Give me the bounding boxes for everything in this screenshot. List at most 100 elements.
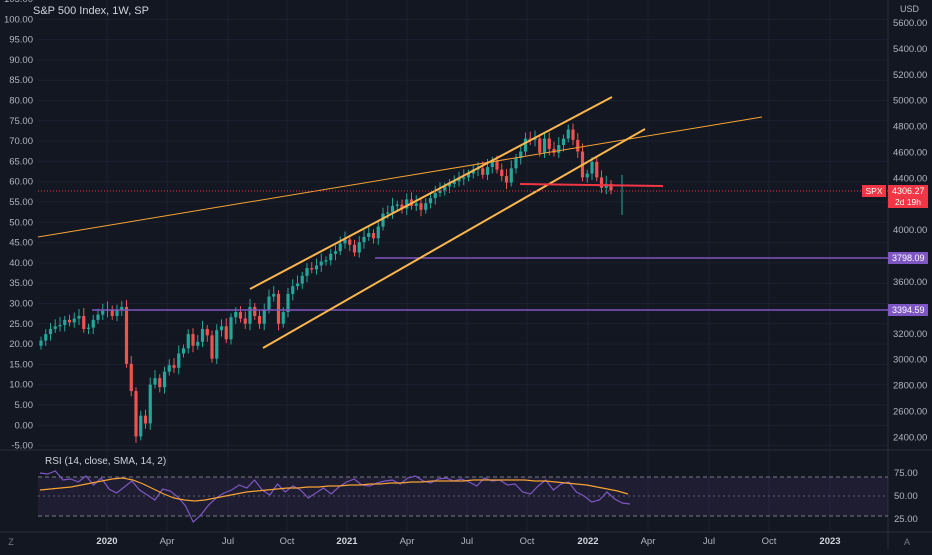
price-axis-tick: 4600.00	[893, 148, 927, 159]
candle-body	[267, 296, 271, 310]
left-axis-tick: 105.00	[4, 0, 33, 5]
rsi-title[interactable]: RSI (14, close, SMA, 14, 2)	[45, 456, 167, 467]
time-axis-tick: Jul	[703, 536, 715, 547]
candle-body	[438, 190, 442, 193]
candle-body	[153, 378, 157, 385]
left-axis-tick: 85.00	[9, 75, 33, 86]
left-axis-tick: 55.00	[9, 197, 33, 208]
candle-body	[234, 312, 238, 318]
left-axis-tick: 95.00	[9, 35, 33, 46]
candle-body	[124, 306, 129, 364]
rsi-axis-tick: 25.00	[894, 514, 918, 525]
candle-body	[167, 365, 171, 372]
candle-body	[63, 319, 67, 326]
left-axis-tick: 10.00	[9, 380, 33, 391]
candle-body	[609, 183, 613, 191]
candle-body	[419, 203, 423, 210]
candle-body	[243, 318, 247, 324]
level-tag-3798: 3798.09	[892, 253, 925, 263]
time-axis-tick: Oct	[762, 536, 777, 547]
candle-body	[196, 341, 200, 346]
candle-body	[343, 239, 347, 244]
price-axis-tick: 2400.00	[893, 432, 927, 443]
price-axis-tick: 3000.00	[893, 355, 927, 366]
time-axis: 2020 Apr Jul Oct 2021 Apr Jul Oct 2022 Apr Jul Oct 2…	[96, 536, 840, 547]
candle-body	[248, 306, 252, 324]
left-axis-tick: 100.00	[4, 14, 33, 25]
time-axis-tick: Oct	[280, 536, 295, 547]
candle-body	[485, 167, 490, 175]
left-axis-tick: 5.00	[15, 400, 34, 411]
candle-body	[58, 325, 62, 327]
candle-body	[177, 353, 181, 368]
candle-body	[44, 334, 48, 341]
left-axis-tick: -5.00	[11, 441, 33, 452]
candle-body	[386, 212, 390, 214]
symbol-title[interactable]: S&P 500 Index, 1W, SP	[33, 5, 149, 17]
candles-layer	[39, 123, 623, 443]
candle-body	[272, 293, 276, 297]
time-axis-tick: Apr	[641, 536, 656, 547]
candle-body	[129, 363, 133, 392]
candle-body	[139, 415, 143, 437]
support-line	[519, 183, 664, 187]
time-axis-tick: Apr	[400, 536, 415, 547]
candle-body	[490, 160, 494, 168]
price-axis: 5600.00 5400.00 5200.00 5000.00 4800.00 4600.…	[893, 18, 927, 443]
candle-body	[390, 205, 395, 213]
candle-body	[428, 198, 433, 204]
bar-countdown: 2d 19h	[895, 197, 921, 207]
candle-body	[324, 260, 328, 262]
candle-body	[466, 173, 471, 178]
candle-body	[310, 268, 314, 270]
candle-body	[405, 199, 409, 209]
candle-body	[101, 310, 105, 315]
candle-body	[229, 317, 233, 340]
last-price-value: 4306.27	[892, 186, 925, 196]
candle-body	[186, 334, 190, 349]
candle-body	[219, 326, 224, 331]
price-axis-tick: 5000.00	[893, 96, 927, 107]
drawings-layer	[37, 96, 888, 349]
time-axis-tick: Oct	[520, 536, 535, 547]
level-tag-bg	[888, 304, 928, 316]
auto-scale-button[interactable]: A	[903, 537, 910, 547]
timezone-button[interactable]: Z	[8, 537, 14, 547]
left-axis-tick: 30.00	[9, 299, 33, 310]
candle-body	[281, 312, 285, 324]
price-axis-tick: 5600.00	[893, 18, 927, 29]
candle-body	[481, 168, 485, 175]
candle-body	[462, 177, 466, 179]
candle-body	[571, 129, 575, 140]
time-axis-tick: Apr	[160, 536, 175, 547]
long-trendline	[37, 116, 763, 238]
candle-body	[115, 309, 119, 316]
candle-body	[215, 330, 219, 359]
candle-body	[538, 138, 542, 153]
candle-body	[367, 233, 371, 237]
candle-body	[348, 239, 352, 245]
candle-body	[547, 138, 551, 149]
candle-body	[542, 138, 547, 153]
candle-body	[210, 335, 214, 359]
candle-body	[158, 378, 162, 388]
candle-body	[395, 204, 399, 206]
channel-upper-line	[249, 96, 613, 290]
price-axis-tick: 2800.00	[893, 381, 927, 392]
candle-body	[557, 145, 561, 153]
candle-body	[91, 319, 95, 328]
candle-body	[200, 328, 205, 342]
time-axis-tick: Jul	[222, 536, 234, 547]
left-axis-tick: 15.00	[9, 359, 33, 370]
candle-body	[433, 192, 437, 199]
candle-body	[67, 319, 72, 323]
price-axis-tick: 5200.00	[893, 70, 927, 81]
candle-body	[82, 315, 86, 329]
candle-body	[53, 326, 57, 329]
time-axis-tick: 2020	[96, 536, 117, 547]
candle-body	[504, 176, 509, 183]
time-axis-tick: 2023	[819, 536, 840, 547]
